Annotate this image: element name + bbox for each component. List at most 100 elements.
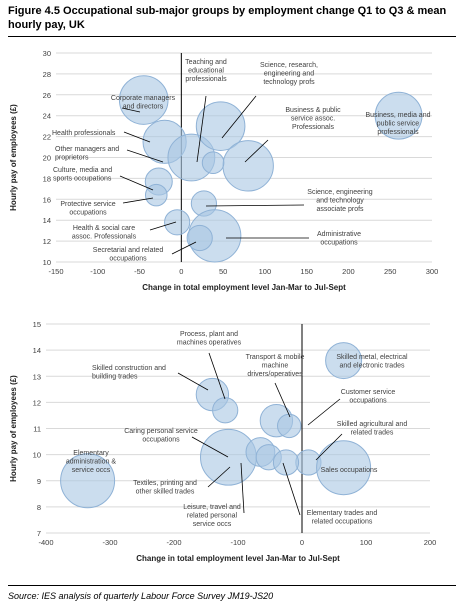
bubble [60,453,116,509]
leader-line [122,197,154,204]
x-tick-label: -300 [102,538,117,547]
source-note: Source: IES analysis of quarterly Labour… [8,591,274,601]
leader-line [240,462,245,514]
bubble-label: Health professionals [52,130,116,137]
y-tick-label: 12 [43,237,51,246]
bubble-label: Other managers and proprietors [55,146,119,162]
bubble-chart-bottom: 7 8 9 10 11 12 13 14 15 -400 -300 -200 -100 0 100 200 Sk… [9,320,437,563]
x-tick-label: 50 [219,267,227,276]
bubble-label: Textiles, printing and other skilled trad… [133,480,197,496]
leader-line [282,462,301,516]
bubble [164,209,191,236]
source-rule [8,585,456,586]
title-rule [8,36,456,37]
y-tick-label: 11 [33,425,41,434]
x-axis-title: Change in total employment level Jan-Mar… [136,554,340,563]
y-tick-label: 7 [37,529,41,538]
y-tick-label: 28 [43,70,51,79]
bubble-label: Teaching and educational professionals [185,59,227,83]
x-tick-label: 0 [300,538,304,547]
bubble-label: Secretarial and related occupations [93,247,164,263]
page-title: Figure 4.5 Occupational sub-major groups… [8,5,447,31]
x-tick-label: 150 [300,267,313,276]
bubble [374,91,423,140]
x-tick-label: 250 [384,267,397,276]
bubble-label: Science, research, engineering and technol… [260,62,318,86]
leader-line [207,466,231,488]
y-axis-title: Hourly pay of employees (£) [9,375,18,482]
y-tick-label: 26 [43,91,51,100]
y-tick-label: 14 [43,216,51,225]
leader-line [315,433,343,461]
y-tick-label: 24 [43,112,51,121]
bubble-label: Business, media and public service profess… [366,112,431,136]
bubble [201,151,225,175]
x-tick-label: -50 [134,267,145,276]
bubble [195,101,246,151]
bubble [272,449,300,476]
bubble-label: Customer service occupations [341,389,396,405]
leader-line [208,352,226,400]
bubble [212,397,239,424]
y-axis-title: Hourly pay of employees (£) [9,104,18,211]
bubble [118,75,169,125]
y-tick-label: 22 [43,133,51,142]
leader-line [244,139,269,163]
x-tick-label: 200 [424,538,437,547]
y-tick-label: 12 [33,398,41,407]
bubble [144,183,168,207]
y-tick-label: 16 [43,195,51,204]
bubble [316,440,372,496]
y-tick-label: 30 [43,49,51,58]
bubble-label: Corporate managers and directors [111,95,176,111]
x-tick-label: -400 [38,538,53,547]
x-tick-label: 300 [426,267,439,276]
bubble-label: Sales occupations [321,467,378,474]
bubble-label: Process, plant and machines operatives [177,331,242,347]
x-tick-label: 100 [259,267,272,276]
bubble-label: Protective service occupations [60,201,115,217]
x-tick-label: -200 [166,538,181,547]
bubble-label: Business & public service assoc. Professio… [285,107,341,131]
leader-line [196,95,207,163]
bubble-label: Transport & mobile machine drivers/operati… [246,354,305,378]
y-tick-label: 8 [37,503,41,512]
bubble-label: Skilled agricultural and related trades [337,421,408,437]
x-tick-label: -100 [90,267,105,276]
leader-line [149,221,177,231]
leader-line [191,436,229,458]
bubble-label: Skilled metal, electrical and electronic … [336,354,408,370]
leader-line [171,241,197,255]
leader-line [126,149,164,163]
leader-line [123,131,151,143]
bubble [325,342,363,380]
bubble-chart-top: 10 12 14 16 18 20 22 24 26 28 30 -150 -100 -50 0 50 100 1… [9,49,439,292]
bubble-label: Leisure, travel and related personal servi… [183,504,241,528]
leader-line [177,372,209,391]
x-tick-label: -100 [230,538,245,547]
bubble-label: Elementary trades and related occupations [307,510,378,526]
y-tick-label: 20 [43,154,51,163]
bubble [277,413,302,439]
bubble-label: Skilled construction and building trades [92,365,166,381]
x-axis-title: Change in total employment level Jan-Mar… [142,283,346,292]
y-tick-label: 13 [33,372,41,381]
x-tick-label: 100 [360,538,373,547]
bubble-label: Health & social care assoc. Professionals [72,225,137,241]
bubble [186,224,213,252]
y-tick-label: 10 [43,258,51,267]
y-tick-label: 9 [37,477,41,486]
x-tick-label: 200 [342,267,355,276]
leader-line [121,107,141,113]
leader-line [119,175,154,191]
bubble-label: Science, engineering and technology associ… [307,189,372,213]
leader-line [307,398,341,426]
y-tick-label: 18 [43,174,51,183]
x-tick-label: -150 [48,267,63,276]
bubble [222,140,274,192]
y-tick-label: 15 [33,320,41,329]
bubble-label: Culture, media and sports occupations [53,167,112,183]
leader-line [221,95,257,139]
x-tick-label: 0 [179,267,183,276]
y-tick-label: 14 [33,346,41,355]
